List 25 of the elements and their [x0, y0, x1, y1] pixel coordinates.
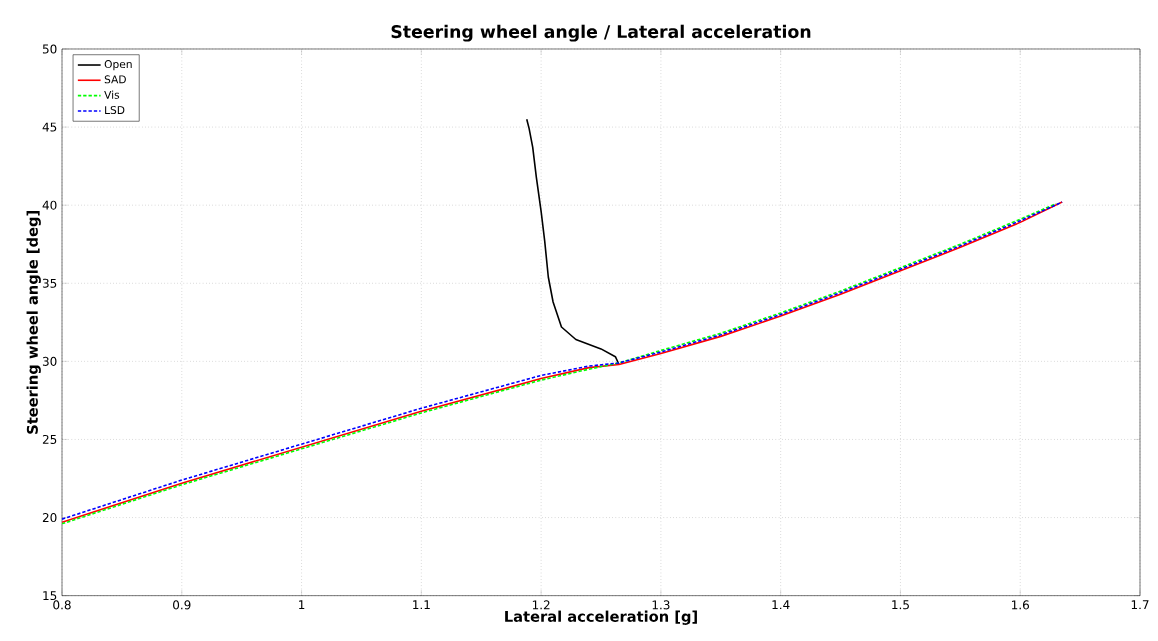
x-tick-label: 0.8	[53, 600, 71, 610]
x-tick-label: 1.2	[532, 600, 550, 610]
y-tick-label: 20	[42, 513, 57, 523]
x-tick-label: 1.7	[1131, 600, 1149, 610]
legend-label: Open	[104, 60, 132, 71]
legend-label: Vis	[104, 90, 120, 99]
y-tick-label: 45	[42, 122, 57, 132]
x-axis-title: Lateral acceleration [g]	[505, 610, 697, 625]
x-tick-label: 1.6	[1012, 600, 1030, 610]
x-tick-label: 0.9	[173, 600, 191, 610]
legend-label: LSD	[105, 105, 125, 115]
x-tick-label: 1.3	[652, 600, 670, 610]
x-tick-label: 1.1	[413, 600, 430, 610]
x-tick-label: 1	[299, 600, 305, 610]
y-tick-label: 40	[42, 200, 57, 210]
y-tick-label: 25	[42, 434, 57, 444]
y-axis-title: Steering wheel angle [deg]	[26, 211, 41, 434]
y-tick-label: 50	[42, 44, 57, 54]
legend-label: SAD	[104, 75, 126, 84]
y-tick-label: 30	[42, 356, 57, 366]
y-tick-label: 15	[43, 591, 57, 601]
y-tick-label: 35	[42, 278, 57, 288]
x-tick-label: 1.4	[772, 600, 790, 610]
chart-title: Steering wheel angle / Lateral acceleration	[391, 24, 811, 42]
x-tick-label: 1.5	[892, 600, 909, 610]
